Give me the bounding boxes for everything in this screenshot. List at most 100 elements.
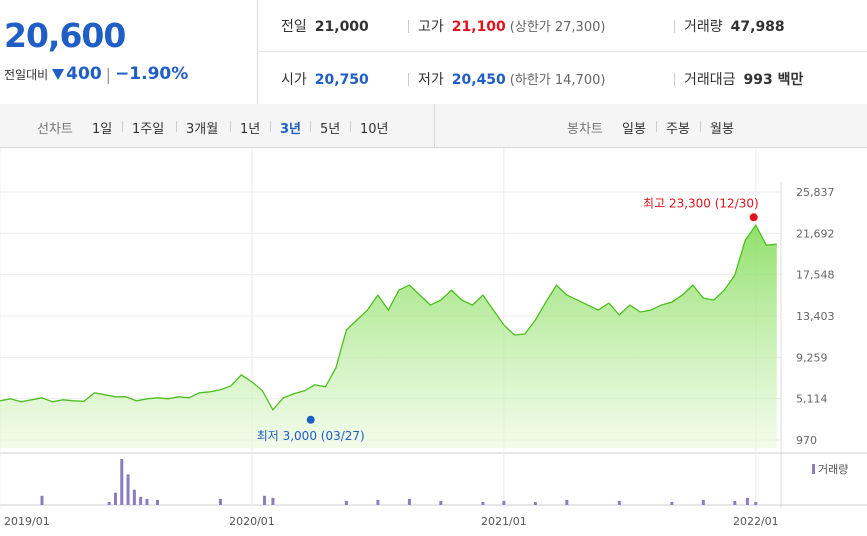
volume-bar	[754, 501, 758, 505]
y-tick-label: 17,548	[796, 269, 835, 282]
tab-daily[interactable]: 일봉	[622, 122, 646, 137]
volume-bar	[376, 499, 380, 505]
x-tick-label: 2021/01	[481, 515, 527, 528]
candle-chart-label: 봉차트	[567, 122, 603, 137]
volume-bar	[701, 499, 705, 505]
amount-value: 993 백만	[743, 72, 804, 88]
volume-bar	[670, 501, 674, 505]
volume-bar	[617, 500, 621, 505]
volume-bar	[344, 500, 348, 505]
tab-10y[interactable]: 10년	[360, 122, 389, 137]
open-label: 시가	[281, 72, 307, 88]
low-label: 저가	[418, 72, 444, 88]
volume-bar	[155, 499, 159, 505]
high-price: 고가 21,100 (상한가 27,300)	[418, 16, 605, 36]
volume-bar	[113, 492, 117, 505]
volume-bar	[139, 496, 143, 505]
divider	[656, 121, 657, 132]
divider	[700, 121, 701, 132]
y-tick-label: 9,259	[796, 351, 828, 364]
chart-annotations: 최고 23,300 (12/30) 최저 3,000 (03/27)	[257, 196, 759, 442]
high-marker	[749, 213, 758, 222]
volume: 거래량 47,988	[684, 16, 785, 36]
tab-3y[interactable]: 3년	[280, 122, 302, 137]
row-divider	[257, 51, 867, 52]
divider	[350, 121, 351, 132]
amount-label: 거래대금	[684, 72, 736, 88]
price-line	[0, 224, 777, 411]
tab-1d[interactable]: 1일	[92, 122, 113, 137]
divider	[674, 73, 675, 86]
line-chart-label: 선차트	[37, 122, 73, 137]
volume-bar	[745, 497, 749, 505]
volume-bar	[107, 501, 111, 505]
volume-bar	[271, 497, 275, 505]
volume-bar	[218, 498, 222, 505]
volume-bar	[502, 500, 506, 505]
y-tick-label: 5,114	[796, 393, 828, 406]
upper-limit: (상한가 27,300)	[509, 20, 606, 35]
divider	[408, 73, 409, 86]
prev-close: 전일 21,000	[281, 16, 369, 36]
volume-bar	[145, 498, 149, 505]
high-value: 21,100	[451, 19, 506, 35]
open-value: 20,750	[314, 72, 369, 88]
tab-monthly[interactable]: 월봉	[710, 122, 734, 137]
change-value: 400	[66, 64, 102, 84]
volume-legend-swatch	[812, 464, 815, 474]
lower-limit: (하한가 14,700)	[509, 73, 606, 88]
prev-close-label: 전일	[281, 19, 307, 35]
y-tick-label: 970	[796, 434, 817, 447]
x-tick-label: 2019/01	[4, 515, 50, 528]
low-value: 20,450	[451, 72, 506, 88]
quote-header: 20,600 전일대비 400 | −1.90% 전일 21,000 고가 21,1…	[0, 0, 867, 105]
volume-bars: 거래량	[40, 459, 848, 505]
tab-5y[interactable]: 5년	[320, 122, 341, 137]
volume-label: 거래량	[684, 19, 723, 35]
down-triangle-icon	[52, 68, 65, 80]
low-marker	[306, 415, 315, 424]
volume-bar	[126, 474, 130, 505]
low-label: 최저 3,000 (03/27)	[257, 429, 365, 443]
low-price: 저가 20,450 (하한가 14,700)	[418, 69, 605, 89]
divider	[270, 121, 271, 132]
price-box: 20,600 전일대비 400 | −1.90%	[0, 0, 258, 104]
volume-bar	[40, 495, 44, 505]
change-row: 전일대비 400 | −1.90%	[4, 64, 188, 84]
volume-value: 47,988	[730, 19, 785, 35]
separator: |	[105, 64, 112, 84]
tab-1y[interactable]: 1년	[240, 122, 261, 137]
change-percent: −1.90%	[115, 64, 189, 84]
price-chart: 25,837 21,692 17,548 13,403 9,259 5,114 970 최고…	[0, 148, 867, 528]
current-price: 20,600	[4, 16, 126, 55]
y-tick-label: 13,403	[796, 310, 835, 323]
prev-close-value: 21,000	[314, 19, 369, 35]
divider	[674, 20, 675, 33]
volume-bar	[263, 495, 267, 505]
divider	[122, 121, 123, 132]
change-label: 전일대비	[4, 67, 49, 82]
x-axis: 2019/01 2020/01 2021/01 2022/01	[4, 515, 779, 528]
trade-amount: 거래대금 993 백만	[684, 69, 803, 89]
volume-bar	[407, 498, 411, 505]
chart-tabs: 선차트 1일 1주일 3개월 1년 3년 5년 10년 봉차트 일봉 주봉 월봉	[0, 104, 867, 148]
tab-1w[interactable]: 1주일	[132, 122, 165, 137]
divider	[310, 121, 311, 132]
y-axis: 25,837 21,692 17,548 13,403 9,259 5,114 970	[796, 186, 835, 447]
volume-bar	[439, 500, 443, 505]
tab-divider	[434, 104, 435, 147]
y-tick-label: 25,837	[796, 186, 835, 199]
high-label: 고가	[418, 19, 444, 35]
divider	[408, 20, 409, 33]
volume-bar	[481, 501, 485, 505]
volume-bar	[132, 489, 136, 505]
y-tick-label: 21,692	[796, 227, 835, 240]
divider	[230, 121, 231, 132]
volume-bar	[120, 459, 124, 505]
volume-bar	[565, 499, 569, 505]
open-price: 시가 20,750	[281, 69, 369, 89]
tab-3m[interactable]: 3개월	[186, 122, 219, 137]
price-area	[0, 225, 777, 448]
tab-weekly[interactable]: 주봉	[666, 122, 690, 137]
x-tick-label: 2022/01	[733, 515, 779, 528]
